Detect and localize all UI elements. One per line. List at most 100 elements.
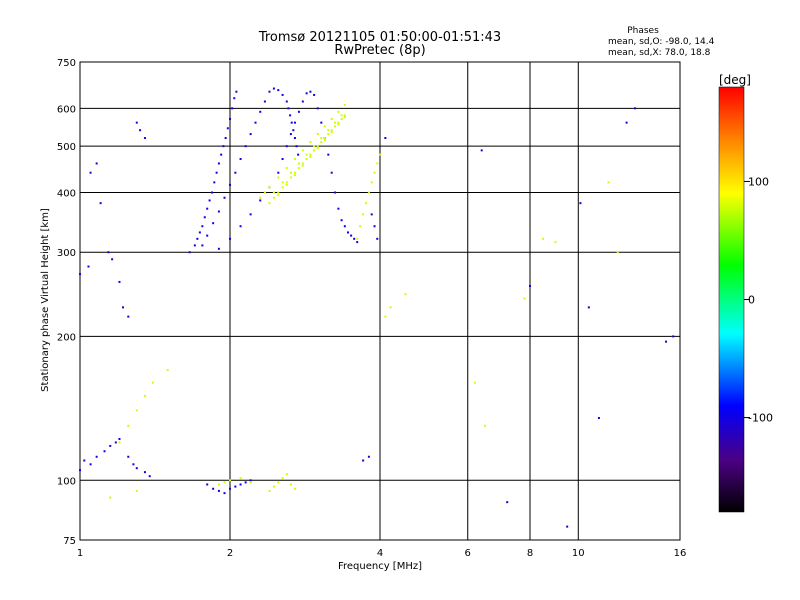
data-point	[334, 191, 337, 194]
data-point	[316, 133, 319, 136]
stats-line-o: mean, sd,O: -98.0, 14.4	[608, 37, 715, 47]
data-point	[579, 202, 582, 205]
data-point	[217, 483, 220, 486]
data-point	[231, 107, 234, 110]
data-point	[301, 100, 304, 103]
data-point	[118, 437, 121, 440]
colorbar-tick-label: 0	[748, 294, 755, 307]
data-point	[320, 141, 323, 144]
data-point	[239, 158, 242, 161]
data-point	[373, 171, 376, 174]
data-point	[289, 176, 292, 179]
data-point	[143, 395, 146, 398]
data-point	[309, 155, 312, 158]
data-point	[616, 251, 619, 254]
data-point	[293, 174, 296, 177]
data-point	[313, 93, 316, 96]
data-point	[210, 191, 213, 194]
data-point	[135, 467, 138, 470]
data-point	[229, 237, 231, 240]
data-point	[188, 251, 191, 254]
data-point	[285, 473, 288, 476]
data-point	[220, 153, 223, 156]
data-point	[217, 210, 220, 213]
data-point	[223, 481, 226, 484]
x-tick-label: 2	[227, 548, 233, 559]
data-point	[259, 196, 262, 199]
data-point	[193, 244, 196, 247]
data-point	[297, 167, 300, 170]
data-point	[293, 137, 296, 140]
data-point	[235, 90, 238, 93]
data-point	[268, 90, 271, 93]
data-point	[289, 114, 292, 117]
data-point	[217, 489, 220, 492]
data-point	[320, 121, 323, 124]
data-point	[292, 129, 295, 132]
data-point	[316, 147, 319, 150]
data-point	[259, 110, 262, 113]
x-tick-label: 1	[77, 548, 83, 559]
data-point	[597, 416, 600, 419]
data-point	[109, 496, 112, 499]
data-point	[272, 196, 275, 199]
data-point	[337, 121, 340, 124]
data-point	[323, 125, 326, 128]
data-point	[376, 237, 379, 240]
data-point	[135, 121, 138, 124]
data-point	[87, 265, 90, 268]
data-point	[249, 479, 252, 482]
data-point	[289, 483, 292, 486]
data-point	[665, 340, 668, 343]
data-point	[330, 171, 333, 174]
data-point	[127, 315, 130, 318]
data-point	[249, 213, 252, 216]
data-point	[359, 225, 362, 228]
data-point	[285, 100, 288, 103]
data-point	[330, 131, 333, 134]
data-point	[316, 107, 319, 110]
data-point	[340, 219, 343, 222]
data-point	[337, 123, 340, 126]
data-point	[301, 149, 304, 152]
data-point	[293, 487, 296, 490]
grid-lines	[80, 62, 680, 540]
data-point	[277, 194, 280, 197]
colorbar-tick-label: 100	[748, 175, 769, 188]
data-point	[290, 121, 293, 124]
data-point	[554, 241, 557, 244]
data-point	[272, 87, 275, 90]
data-point	[330, 129, 333, 132]
data-point	[89, 463, 92, 466]
data-point	[201, 244, 204, 247]
data-point	[79, 273, 81, 276]
data-point	[268, 186, 271, 189]
data-point	[305, 153, 308, 156]
data-point	[285, 181, 288, 184]
data-point	[272, 191, 275, 194]
x-tick-label: 16	[674, 548, 687, 559]
colorbar-tick-label: -100	[748, 412, 773, 425]
y-tick-label: 400	[57, 188, 76, 199]
data-point	[389, 306, 392, 309]
data-point	[95, 162, 98, 165]
data-point	[277, 171, 280, 174]
data-point	[309, 90, 312, 93]
x-tick-label: 10	[572, 548, 585, 559]
data-point	[367, 455, 370, 458]
data-point	[301, 164, 304, 167]
y-tick-label: 100	[57, 476, 76, 487]
data-point	[297, 110, 300, 113]
data-point	[542, 237, 545, 240]
data-point	[362, 213, 365, 216]
data-point	[148, 475, 151, 478]
data-point	[484, 424, 487, 427]
data-point	[529, 284, 531, 287]
plot-area: 1 2 4 6 8 10 16 75 100 200 300 400 500 600 750	[57, 58, 686, 559]
data-point	[213, 181, 216, 184]
data-point	[95, 455, 98, 458]
data-point	[379, 153, 381, 156]
y-axis: 75 100 200 300 400 500 600 750	[57, 58, 76, 547]
data-point	[259, 199, 262, 202]
data-point	[244, 145, 247, 148]
